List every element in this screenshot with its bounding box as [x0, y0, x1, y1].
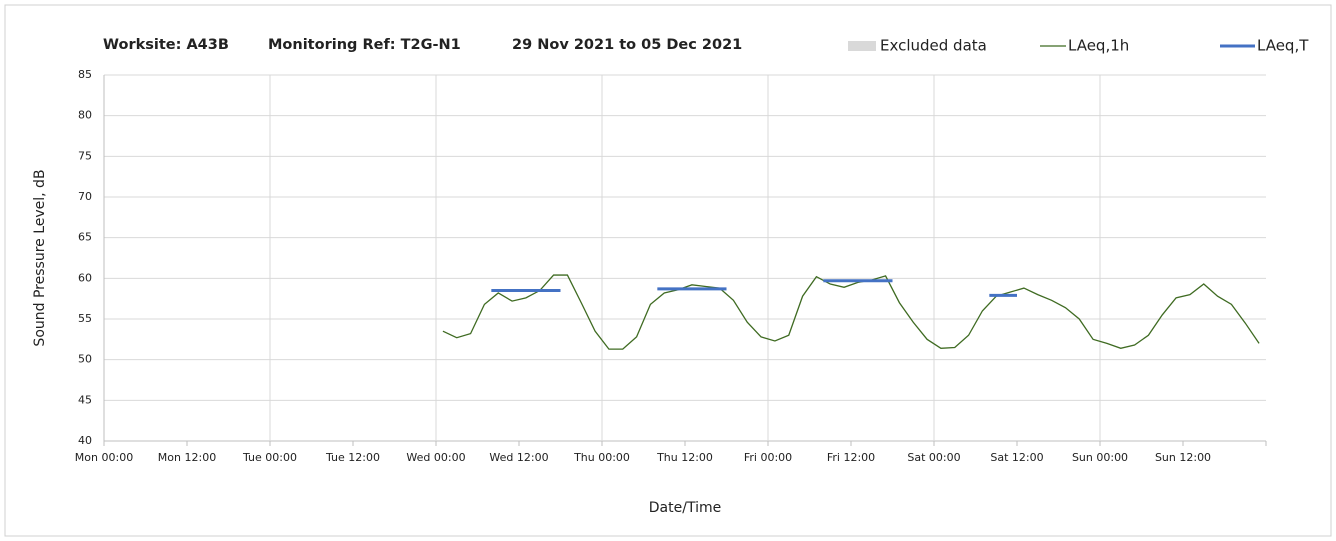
y-tick-label: 70 — [78, 190, 92, 203]
y-tick-label: 75 — [78, 149, 92, 162]
legend-label: LAeq,1h — [1068, 37, 1129, 55]
x-tick-label: Wed 12:00 — [489, 451, 548, 464]
x-tick-label: Sat 12:00 — [990, 451, 1043, 464]
x-tick-label: Thu 12:00 — [656, 451, 713, 464]
x-tick-label: Tue 00:00 — [242, 451, 297, 464]
y-tick-label: 60 — [78, 271, 92, 284]
y-tick-label: 55 — [78, 312, 92, 325]
y-tick-label: 85 — [78, 68, 92, 81]
series-line — [491, 279, 1017, 297]
legend-label: Excluded data — [880, 37, 987, 55]
x-tick-label: Wed 00:00 — [406, 451, 465, 464]
x-tick-label: Fri 00:00 — [744, 451, 792, 464]
chart-title: 29 Nov 2021 to 05 Dec 2021 — [512, 37, 742, 53]
y-tick-label: 65 — [78, 231, 92, 244]
y-tick-label: 50 — [78, 353, 92, 366]
x-tick-label: Sun 12:00 — [1155, 451, 1211, 464]
x-tick-label: Mon 00:00 — [75, 451, 133, 464]
series-line — [442, 274, 1260, 350]
chart-title: Worksite: A43B — [103, 37, 229, 53]
x-tick-label: Sat 00:00 — [907, 451, 960, 464]
x-tick-label: Sun 00:00 — [1072, 451, 1128, 464]
y-axis-title: Sound Pressure Level, dB — [32, 169, 48, 346]
x-axis-title: Date/Time — [649, 500, 721, 516]
x-tick-label: Fri 12:00 — [827, 451, 875, 464]
legend-label: LAeq,T — [1257, 37, 1309, 55]
y-tick-label: 45 — [78, 393, 92, 406]
y-tick-label: 80 — [78, 109, 92, 122]
x-tick-label: Thu 00:00 — [573, 451, 630, 464]
y-tick-label: 40 — [78, 434, 92, 447]
chart-frame — [4, 4, 1332, 537]
chart-title: Monitoring Ref: T2G-N1 — [268, 37, 461, 53]
x-tick-label: Mon 12:00 — [158, 451, 216, 464]
legend-swatch — [848, 41, 876, 51]
x-tick-label: Tue 12:00 — [325, 451, 380, 464]
